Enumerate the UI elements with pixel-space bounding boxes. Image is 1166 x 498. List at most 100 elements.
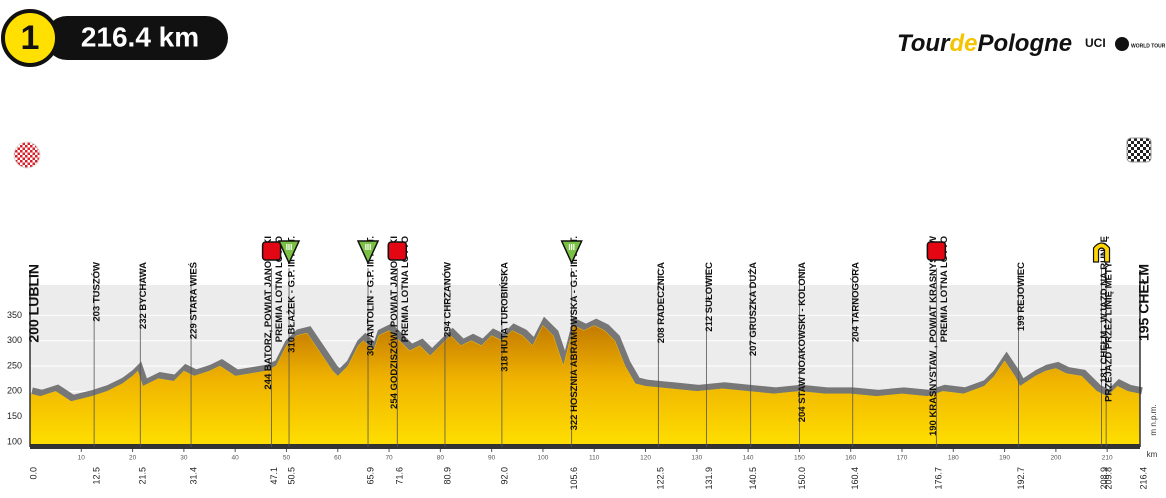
waypoint-km: 50.5 [286, 467, 296, 485]
waypoint-km: 150.0 [797, 467, 807, 490]
y-unit: m n.p.m. [1149, 404, 1158, 435]
waypoint-km: 209.8 [1104, 467, 1114, 490]
x-tick-label: 180 [948, 455, 959, 462]
waypoint-label: 207 GRUSZKA DUŻA [748, 262, 759, 356]
climb-category: III [568, 243, 575, 252]
waypoint-label: 318 HUTA TUROBIŃSKA [499, 262, 510, 372]
waypoint-km: 12.5 [91, 467, 101, 485]
waypoint-label: 204 TARNOGÓRA [849, 262, 861, 342]
waypoint-label: 304 ANTOLIN - G.P. III KAT. [366, 236, 377, 356]
x-tick-label: 40 [232, 455, 240, 462]
x-tick-label: 110 [589, 455, 600, 462]
waypoint-km: 65.9 [365, 467, 375, 485]
waypoint-label: 232 BYCHAWA [138, 262, 149, 329]
waypoint-label: 254 GODZISZÓW, POWIAT JANOWSKI [388, 236, 400, 409]
distance-pill [45, 16, 228, 60]
header: 1 216.4 km TourdePologne UCI WORLD TOUR [1, 9, 1166, 67]
waypoint-label: 204 STAW NOAKOWSKI - KOLONIA [797, 262, 808, 422]
x-tick-label: 80 [437, 455, 445, 462]
waypoint-label: 203 TUSZÓW [91, 262, 103, 322]
waypoint-label: 229 STARA WIEŚ [188, 262, 200, 339]
waypoint-km: 71.6 [395, 467, 405, 485]
x-tick-label: 20 [129, 455, 137, 462]
waypoint-label: PREMIA LOTNA LOTTO [400, 236, 411, 342]
x-tick-label: 190 [999, 455, 1010, 462]
climb-marker [560, 240, 583, 265]
waypoint-km: 176.7 [934, 467, 944, 490]
x-tick-label: 140 [743, 455, 754, 462]
waypoint-label: 208 RADECZNICA [656, 262, 667, 343]
logo-part: de [949, 30, 977, 57]
start-flag [13, 141, 41, 169]
world-tour: WORLD TOUR [1131, 43, 1166, 49]
climb-category: III [365, 243, 372, 252]
waypoint-label: 181 CHEŁM - WJAZD NA RUNDĘ [1099, 236, 1110, 383]
logo-part: Pologne [977, 30, 1072, 57]
waypoint-km: 21.5 [138, 467, 148, 485]
x-tick-label: 10 [78, 455, 86, 462]
uci-logo: UCI [1085, 36, 1106, 50]
waypoint-km: 47.1 [269, 467, 279, 485]
x-tick-label: 200 [1050, 455, 1061, 462]
waypoint-label: 199 REJOWIEC [1016, 262, 1027, 331]
sprint-marker [387, 241, 408, 261]
climb-marker [356, 240, 380, 265]
sprint-marker [926, 241, 947, 261]
waypoint-km: 160.4 [850, 467, 860, 490]
circuit-marker [1092, 242, 1111, 263]
waypoint-label: 322 HOSZNIA ABRAMOWSKA - G.P. III KAT. [569, 236, 580, 430]
waypoint-label: PRZEJAZD PRZEZ LINIĘ METY [1104, 261, 1115, 402]
waypoint-km: 208.9 [1099, 467, 1109, 490]
elevation-area [29, 325, 1141, 448]
y-tick-label: 200 [7, 386, 22, 396]
x-tick-label: 150 [794, 455, 805, 462]
waypoint-km: 31.4 [188, 467, 198, 485]
x-unit: km [1147, 450, 1158, 459]
waypoint-km: 105.6 [569, 467, 579, 490]
logo: TourdePologne [897, 30, 1072, 57]
x-tick-label: 50 [283, 455, 291, 462]
finish-label: 195 CHEŁM [1136, 264, 1152, 341]
finish-km: 216.4 [1138, 467, 1148, 490]
waypoint-label: PREMIA LOTNA LOTTO [274, 236, 285, 342]
climb-marker [277, 240, 301, 265]
start-label: 200 LUBLIN [26, 264, 42, 343]
waypoint-label: 190 KRASNYSTAW , POWIAT KRASNYSTAW [928, 236, 939, 436]
x-tick-label: 100 [538, 455, 549, 462]
stage-number: 1 [21, 19, 40, 57]
waypoint-label: 294 CHRZANÓW [441, 262, 453, 337]
stage-badge [1, 9, 59, 67]
x-tick-label: 120 [640, 455, 651, 462]
waypoint-label: 244 BATORZ, POWIAT JANOWSKI [263, 236, 274, 390]
baseline-bar [30, 444, 1140, 449]
waypoint-km: 92.0 [499, 467, 509, 485]
sprint-marker [261, 241, 282, 261]
x-tick-label: 160 [845, 455, 856, 462]
uci-globe [1115, 37, 1129, 51]
y-tick-label: 300 [7, 335, 22, 345]
y-tick-label: 100 [7, 436, 22, 446]
x-tick-label: 60 [334, 455, 342, 462]
x-tick-label: 70 [385, 455, 393, 462]
y-tick-label: 350 [7, 310, 22, 320]
waypoint-label: 212 SUŁOWIEC [704, 262, 715, 332]
x-tick-label: 90 [488, 455, 496, 462]
x-tick-label: 170 [897, 455, 908, 462]
logo-part: Tour [897, 30, 951, 57]
waypoint-km: 192.7 [1016, 467, 1026, 490]
waypoint-km: 122.5 [656, 467, 666, 490]
x-tick-label: 30 [180, 455, 188, 462]
climb-category: III [286, 243, 293, 252]
start-km: 0.0 [28, 467, 38, 480]
waypoint-km: 131.9 [704, 467, 714, 490]
finish-flag [1126, 137, 1152, 163]
x-tick-label: 130 [691, 455, 702, 462]
elevation-shadow [31, 316, 1143, 403]
waypoint-km: 80.9 [442, 467, 452, 485]
y-tick-label: 250 [7, 360, 22, 370]
y-tick-label: 150 [7, 411, 22, 421]
stage-distance: 216.4 km [81, 21, 199, 52]
waypoint-label: PREMIA LOTNA LOTTO [939, 236, 950, 342]
waypoint-label: 310 BŁAŻEK - G.P. III KAT. [287, 236, 298, 353]
